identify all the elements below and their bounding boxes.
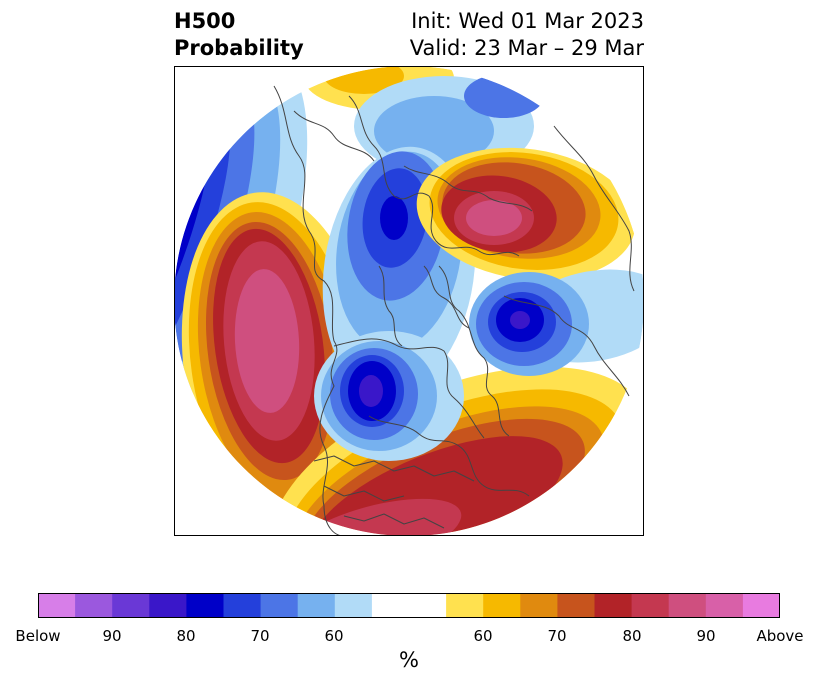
colorbar-tick-label: 60 (473, 627, 493, 645)
colorbar-cell (75, 593, 113, 618)
colorbar-cell (594, 593, 632, 618)
colorbar-cell (38, 593, 76, 618)
colorbar-tick-label: Below (15, 627, 61, 645)
colorbar-tick-label: 60 (324, 627, 344, 645)
colorbar-cell (446, 593, 484, 618)
colorbar-cell (223, 593, 261, 618)
canada-negative-anomaly (314, 331, 464, 461)
title-line-1: H500 (174, 9, 236, 33)
probability-map (174, 66, 645, 537)
title-line-2: Probability (174, 36, 304, 60)
colorbar-cell (483, 593, 521, 618)
colorbar (38, 593, 780, 618)
colorbar-tick-label: 90 (102, 627, 122, 645)
colorbar-cell (112, 593, 150, 618)
colorbar-tick-label: Above (756, 627, 804, 645)
init-date-label: Init: Wed 01 Mar 2023 (411, 9, 644, 33)
colorbar-cell (668, 593, 707, 618)
colorbar-tick-label: 80 (622, 627, 642, 645)
colorbar-cell (705, 593, 744, 618)
map-title: H500 Probability (174, 8, 304, 62)
colorbar-cell (742, 593, 780, 618)
colorbar-cell (260, 593, 299, 618)
colorbar-tick-label: 70 (250, 627, 270, 645)
colorbar-cell (371, 593, 410, 618)
colorbar-cell (557, 593, 595, 618)
colorbar-cell (186, 593, 224, 618)
colorbar-unit-label: % (399, 648, 419, 672)
colorbar-cell (520, 593, 558, 618)
map-svg (174, 66, 645, 537)
colorbar-tick-label: 90 (696, 627, 716, 645)
coastlines (273, 85, 635, 537)
colorbar-cell (631, 593, 670, 618)
colorbar-cell (409, 593, 447, 618)
colorbar-tick-label: 70 (547, 627, 567, 645)
valid-date-label: Valid: 23 Mar – 29 Mar (409, 36, 644, 60)
date-info: Init: Wed 01 Mar 2023 Valid: 23 Mar – 29… (410, 8, 644, 62)
colorbar-tick-label: 80 (176, 627, 196, 645)
east-negative-anomaly (469, 269, 644, 376)
colorbar-cell (297, 593, 336, 618)
siberia-positive-anomaly (416, 147, 636, 281)
colorbar-cell (149, 593, 187, 618)
colorbar-cell (334, 593, 373, 618)
